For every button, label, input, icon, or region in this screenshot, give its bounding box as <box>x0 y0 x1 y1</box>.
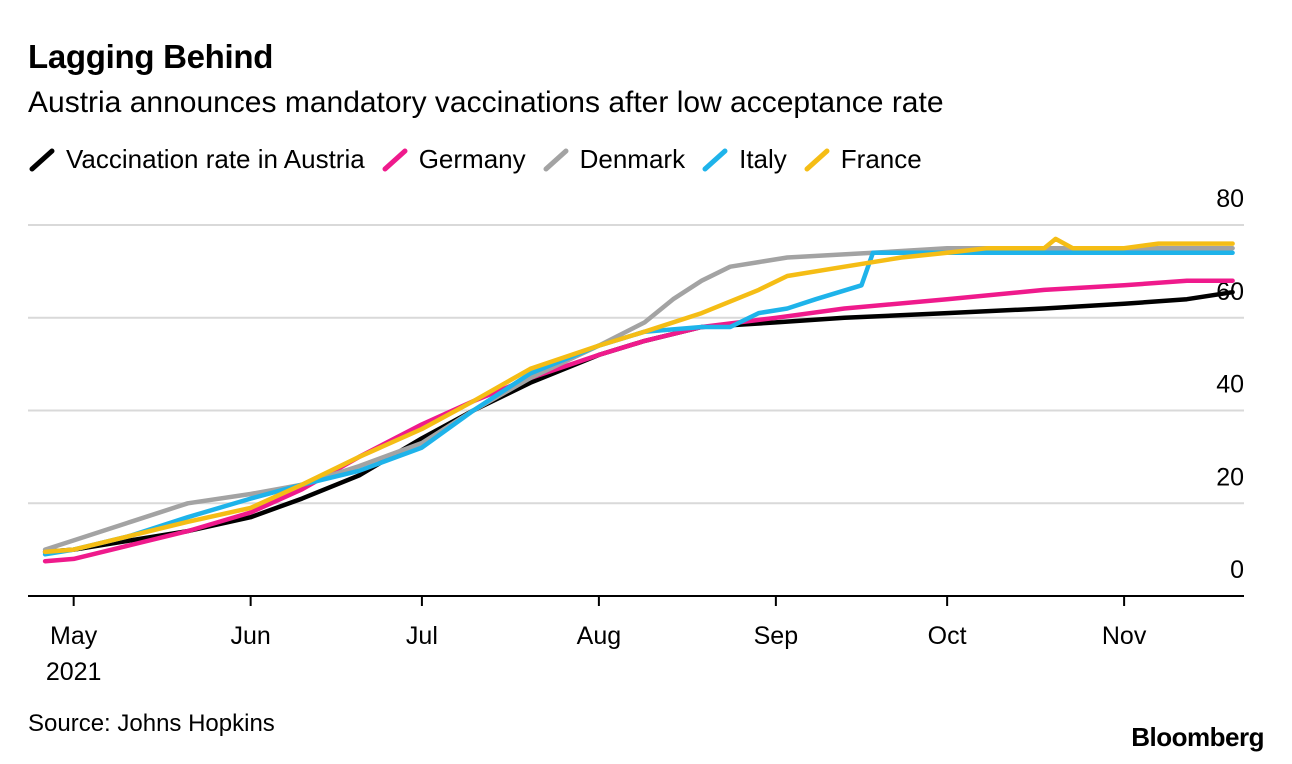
legend-swatch-germany <box>382 148 408 171</box>
y-tick-label-20: 20 <box>1216 463 1244 491</box>
bloomberg-logo: Bloomberg <box>1131 722 1264 752</box>
legend: Vaccination rate in Austria Germany Denm… <box>28 144 938 175</box>
legend-swatch-france <box>804 148 830 171</box>
legend-label-italy: Italy <box>739 144 787 174</box>
x-tick-label-aug: Aug <box>577 622 621 650</box>
x-tick-label-oct: Oct <box>928 622 967 650</box>
y-tick-label-0: 0 <box>1230 556 1244 584</box>
chart-subtitle: Austria announces mandatory vaccinations… <box>28 86 944 119</box>
legend-swatch-italy <box>702 148 728 171</box>
legend-item-france: France <box>803 144 922 175</box>
legend-item-austria: Vaccination rate in Austria <box>28 144 365 175</box>
legend-item-italy: Italy <box>701 144 787 175</box>
x-tick-label-sep: Sep <box>754 622 798 650</box>
series-line-france <box>42 236 1235 555</box>
x-tick-label-jul: Jul <box>406 622 438 650</box>
x-tick-label-may: May <box>50 622 98 650</box>
legend-label-austria: Vaccination rate in Austria <box>66 144 365 174</box>
x-year-label: 2021 <box>46 658 102 686</box>
legend-item-denmark: Denmark <box>542 144 685 175</box>
x-tick-label-jun: Jun <box>230 622 270 650</box>
series-line-denmark <box>42 245 1235 552</box>
chart-title: Lagging Behind <box>28 38 274 75</box>
legend-label-germany: Germany <box>418 144 526 174</box>
legend-swatch-denmark <box>543 148 569 171</box>
x-tick-label-nov: Nov <box>1102 622 1147 650</box>
series-line-germany <box>42 278 1235 564</box>
legend-swatch-austria <box>29 148 55 171</box>
y-tick-label-40: 40 <box>1216 371 1244 399</box>
y-tick-label-80: 80 <box>1216 185 1244 213</box>
source-note: Source: Johns Hopkins <box>28 710 275 737</box>
legend-label-france: France <box>840 144 922 174</box>
legend-item-germany: Germany <box>381 144 526 175</box>
legend-label-denmark: Denmark <box>579 144 686 174</box>
series-line-italy <box>42 250 1235 557</box>
